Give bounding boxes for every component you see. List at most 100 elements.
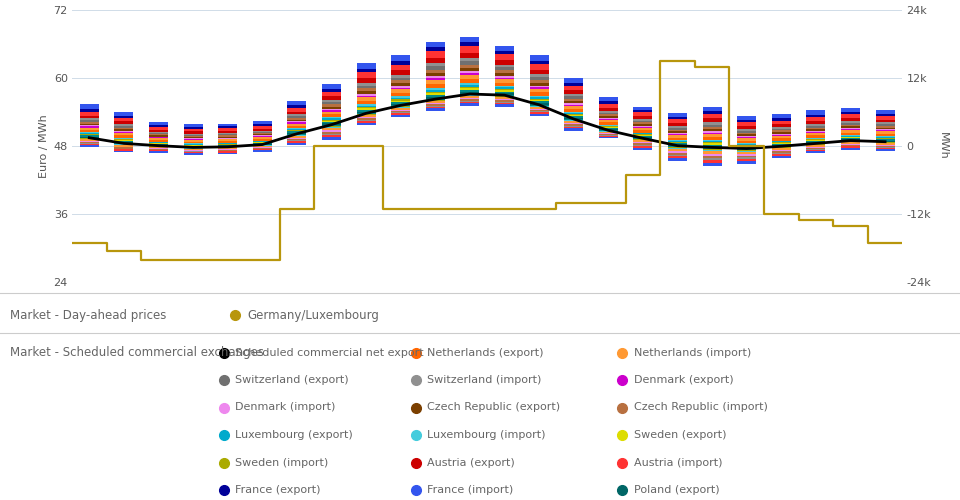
- Bar: [322, 92, 341, 96]
- Bar: [252, 140, 272, 141]
- Bar: [426, 108, 444, 110]
- Bar: [287, 130, 306, 132]
- Bar: [322, 127, 341, 128]
- Bar: [599, 128, 618, 129]
- Bar: [772, 156, 791, 158]
- Bar: [737, 161, 756, 164]
- Bar: [287, 106, 306, 108]
- Bar: [149, 122, 168, 125]
- Bar: [218, 146, 237, 147]
- Bar: [668, 116, 687, 119]
- Bar: [183, 153, 203, 154]
- Bar: [495, 103, 514, 104]
- Bar: [114, 150, 133, 152]
- Bar: [149, 132, 168, 133]
- Bar: [287, 134, 306, 135]
- Bar: [530, 82, 548, 86]
- Bar: [218, 152, 237, 154]
- Bar: [218, 138, 237, 140]
- Bar: [599, 130, 618, 131]
- Bar: [149, 134, 168, 136]
- Bar: [564, 112, 584, 113]
- Bar: [737, 156, 756, 158]
- Bar: [876, 124, 895, 126]
- Bar: [252, 122, 272, 124]
- Bar: [114, 140, 133, 141]
- Bar: [80, 104, 99, 110]
- Bar: [564, 123, 584, 124]
- Bar: [634, 126, 653, 127]
- Bar: [737, 146, 756, 148]
- Bar: [668, 132, 687, 133]
- Bar: [737, 120, 756, 122]
- Bar: [149, 127, 168, 130]
- Bar: [841, 114, 860, 118]
- Bar: [356, 96, 375, 98]
- Bar: [841, 144, 860, 146]
- Bar: [737, 158, 756, 159]
- Bar: [703, 127, 722, 129]
- Bar: [356, 86, 375, 88]
- Bar: [634, 146, 653, 148]
- Bar: [772, 136, 791, 138]
- Bar: [218, 124, 237, 126]
- Bar: [634, 148, 653, 150]
- Bar: [806, 149, 826, 150]
- Bar: [599, 102, 618, 103]
- Bar: [703, 122, 722, 124]
- Bar: [461, 104, 479, 106]
- Bar: [461, 85, 479, 86]
- Bar: [80, 110, 99, 112]
- Bar: [564, 126, 584, 128]
- Bar: [737, 132, 756, 134]
- Bar: [564, 103, 584, 104]
- Bar: [391, 108, 410, 110]
- Bar: [634, 136, 653, 137]
- Bar: [183, 148, 203, 150]
- Text: Switzerland (export): Switzerland (export): [235, 375, 348, 385]
- Bar: [564, 114, 584, 115]
- Bar: [668, 142, 687, 144]
- Bar: [391, 106, 410, 107]
- Bar: [495, 96, 514, 98]
- Bar: [599, 116, 618, 118]
- Bar: [634, 139, 653, 140]
- Bar: [391, 110, 410, 112]
- Bar: [322, 134, 341, 135]
- Bar: [356, 110, 375, 112]
- Bar: [183, 137, 203, 138]
- Bar: [772, 120, 791, 124]
- Bar: [806, 151, 826, 153]
- Bar: [183, 128, 203, 132]
- Bar: [806, 131, 826, 132]
- Bar: [183, 139, 203, 140]
- Bar: [703, 146, 722, 148]
- Bar: [461, 52, 479, 58]
- Bar: [668, 136, 687, 138]
- Bar: [149, 138, 168, 140]
- Bar: [703, 132, 722, 133]
- Bar: [703, 137, 722, 140]
- Bar: [876, 126, 895, 128]
- Bar: [287, 102, 306, 105]
- Bar: [841, 130, 860, 132]
- Bar: [634, 112, 653, 116]
- Bar: [703, 154, 722, 156]
- Bar: [634, 134, 653, 135]
- Bar: [876, 129, 895, 130]
- Bar: [703, 142, 722, 144]
- Bar: [252, 139, 272, 140]
- Bar: [668, 130, 687, 132]
- Bar: [391, 86, 410, 88]
- Bar: [80, 122, 99, 124]
- Bar: [599, 137, 618, 138]
- Bar: [806, 124, 826, 126]
- Bar: [252, 147, 272, 148]
- Bar: [287, 108, 306, 112]
- Bar: [599, 127, 618, 128]
- Bar: [183, 152, 203, 153]
- Bar: [737, 159, 756, 161]
- Bar: [391, 100, 410, 102]
- Bar: [391, 83, 410, 86]
- Bar: [806, 145, 826, 147]
